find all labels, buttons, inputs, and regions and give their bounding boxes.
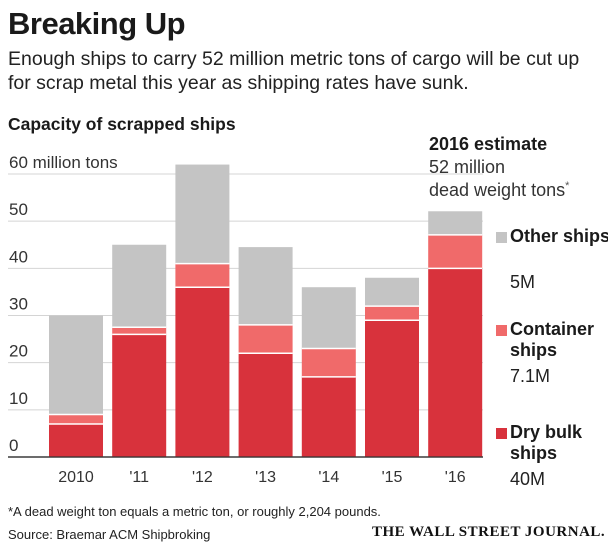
source-note: Source: Braemar ACM Shipbroking — [8, 527, 211, 542]
y-tick-label-50: 50 — [9, 200, 28, 219]
legend-label-drybulk: Dry bulk ships — [510, 422, 583, 463]
legend-value-container: 7.1M — [510, 366, 551, 386]
bar-dry-bulk-ships-5 — [365, 320, 419, 457]
chart-bars — [8, 164, 483, 458]
bar-container-ships-4 — [301, 348, 356, 377]
bar-other-ships-4 — [301, 287, 356, 349]
chart-subtitle: Enough ships to carry 52 million metric … — [8, 48, 580, 94]
estimate-footnote-marker: * — [565, 180, 570, 192]
y-tick-label-30: 30 — [9, 295, 28, 314]
bar-dry-bulk-ships-2 — [175, 287, 230, 457]
bar-container-ships-0 — [49, 414, 103, 424]
bar-other-ships-6 — [428, 211, 483, 235]
legend-swatch-container — [496, 325, 507, 336]
y-axis-ticks: 0 10 20 30 40 50 60 million tons — [9, 153, 118, 455]
bar-dry-bulk-ships-1 — [112, 334, 167, 457]
bar-other-ships-5 — [365, 277, 419, 307]
x-tick-label-4: '14 — [318, 469, 339, 486]
publisher-logo: THE WALL STREET JOURNAL. — [372, 524, 606, 540]
legend-value-other: 5M — [510, 272, 536, 292]
x-tick-label-3: '13 — [255, 469, 276, 486]
chart-title: Breaking Up — [8, 6, 186, 41]
x-tick-label-5: '15 — [382, 469, 403, 486]
y-tick-label-60: 60 million tons — [9, 153, 118, 172]
bar-other-ships-0 — [49, 315, 103, 415]
bar-container-ships-3 — [238, 324, 293, 354]
y-tick-label-0: 0 — [9, 436, 18, 455]
bar-dry-bulk-ships-0 — [49, 423, 103, 457]
legend-label-other: Other ships — [510, 226, 608, 246]
x-tick-label-1: '11 — [129, 469, 149, 486]
legend-swatch-other — [496, 232, 507, 243]
bar-container-ships-1 — [112, 327, 167, 335]
x-tick-label-0: 2010 — [58, 469, 94, 486]
footnote: *A dead weight ton equals a metric ton, … — [8, 504, 381, 519]
bar-dry-bulk-ships-3 — [238, 353, 293, 457]
legend-swatch-drybulk — [496, 428, 507, 439]
bar-dry-bulk-ships-4 — [301, 376, 356, 457]
bar-dry-bulk-ships-6 — [428, 268, 483, 457]
estimate-amount: 52 million — [429, 157, 506, 177]
legend-label-container: Container ships — [510, 319, 595, 360]
x-tick-label-6: '16 — [445, 469, 466, 486]
estimate-title: 2016 estimate — [429, 134, 548, 154]
x-axis-labels: 2010 '11 '12 '13 '14 '15 '16 — [58, 469, 466, 486]
y-tick-label-40: 40 — [9, 247, 28, 266]
bar-container-ships-6 — [428, 234, 483, 269]
bar-other-ships-3 — [238, 247, 293, 325]
estimate-unit: dead weight tons* — [429, 180, 569, 201]
section-title: Capacity of scrapped ships — [8, 114, 236, 134]
bar-container-ships-2 — [175, 263, 230, 288]
x-tick-label-2: '12 — [192, 469, 213, 486]
estimate-unit-text: dead weight tons — [429, 180, 566, 200]
bar-other-ships-2 — [175, 164, 230, 264]
bar-container-ships-5 — [365, 306, 419, 321]
y-tick-label-10: 10 — [9, 389, 28, 408]
y-tick-label-20: 20 — [9, 342, 28, 361]
legend-value-drybulk: 40M — [510, 469, 546, 489]
bar-other-ships-1 — [112, 244, 167, 328]
